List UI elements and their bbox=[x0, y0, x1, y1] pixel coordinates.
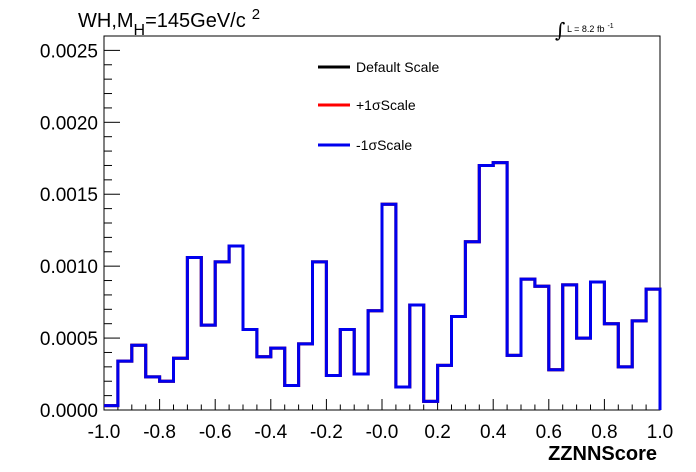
x-tick-label: -1.0 bbox=[88, 422, 121, 443]
title-main: WH,M bbox=[78, 10, 134, 32]
x-tick-label: 0.6 bbox=[536, 422, 562, 443]
title-superscript: 2 bbox=[252, 6, 260, 23]
x-tick-label: -0.4 bbox=[254, 422, 287, 443]
chart-title: WH,MH=145GeV/c 2 bbox=[78, 6, 260, 39]
y-tick-label: 0.0005 bbox=[40, 329, 98, 350]
histogram-series bbox=[104, 161, 662, 410]
x-tick-label: 1.0 bbox=[647, 422, 673, 443]
series-line--1-scale bbox=[104, 161, 662, 410]
y-tick-label: 0.0015 bbox=[40, 185, 98, 206]
luminosity-label: L = 8.2 fb -1 bbox=[567, 23, 614, 34]
x-tick-label: -0.8 bbox=[143, 422, 176, 443]
legend-label: +1σScale bbox=[356, 97, 416, 113]
x-tick-label: -0.2 bbox=[310, 422, 343, 443]
y-tick-label: 0.0025 bbox=[40, 41, 98, 62]
luminosity-text: L = 8.2 fb bbox=[567, 24, 604, 34]
y-tick-label: 0.0010 bbox=[40, 257, 98, 278]
y-tick-label: 0.0000 bbox=[40, 401, 98, 422]
luminosity-integral-symbol: ∫ bbox=[555, 18, 565, 42]
title-subscript: H bbox=[134, 22, 146, 39]
x-tick-label: -0.0 bbox=[366, 422, 399, 443]
x-tick-label: -0.6 bbox=[199, 422, 232, 443]
title-rest: =145GeV/c bbox=[145, 10, 246, 32]
x-axis-label: ZZNNScore bbox=[548, 443, 657, 465]
legend-label: -1σScale bbox=[356, 137, 412, 153]
x-tick-label: 0.2 bbox=[424, 422, 450, 443]
legend: Default Scale +1σScale -1σScale bbox=[318, 59, 439, 153]
axes-ticks: -1.0 -0.8 -0.6 -0.4 -0.2 -0.0 0.2 0.4 0.6 0.8 1.0 0… bbox=[40, 41, 673, 443]
x-tick-label: 0.8 bbox=[591, 422, 617, 443]
luminosity-superscript: -1 bbox=[607, 23, 613, 30]
legend-label: Default Scale bbox=[356, 59, 439, 75]
x-tick-label: 0.4 bbox=[480, 422, 507, 443]
y-tick-label: 0.0020 bbox=[40, 113, 98, 134]
